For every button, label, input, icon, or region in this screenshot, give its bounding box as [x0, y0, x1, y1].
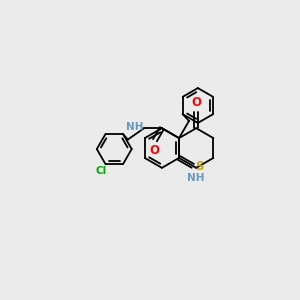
Text: O: O: [191, 96, 201, 110]
Text: Cl: Cl: [96, 166, 107, 176]
Text: O: O: [149, 144, 159, 157]
Text: NH: NH: [188, 173, 205, 183]
Text: NH: NH: [126, 122, 143, 132]
Text: S: S: [195, 160, 203, 173]
